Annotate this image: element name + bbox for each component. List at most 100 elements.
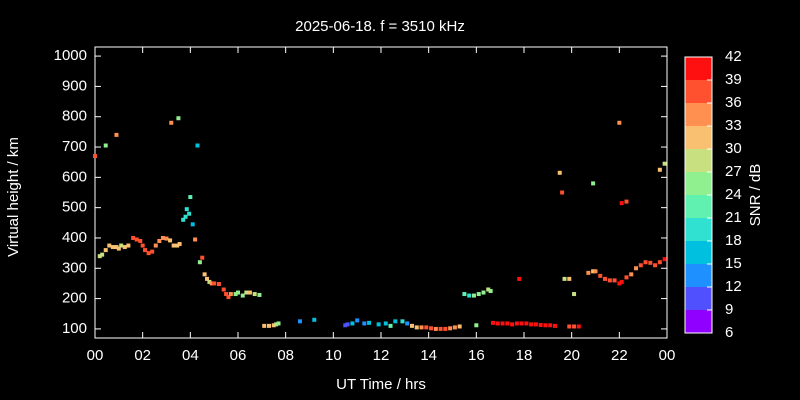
point: [562, 276, 567, 281]
point: [634, 266, 639, 271]
point: [345, 322, 350, 327]
point: [657, 260, 662, 265]
x-tick-label: 06: [230, 347, 247, 364]
point: [624, 275, 629, 280]
point: [153, 243, 158, 248]
x-tick-label: 14: [420, 347, 437, 364]
colorbar-label: SNR / dB: [747, 164, 764, 227]
y-tick-label: 600: [62, 168, 87, 185]
point: [624, 199, 629, 204]
point: [519, 321, 524, 326]
point: [183, 214, 188, 219]
x-tick-label: 20: [563, 347, 580, 364]
point: [424, 325, 429, 330]
point: [200, 255, 205, 260]
point: [247, 290, 252, 295]
point: [266, 323, 271, 328]
point: [393, 319, 398, 324]
point: [228, 292, 233, 297]
point: [617, 120, 622, 125]
point: [414, 325, 419, 330]
point: [157, 239, 162, 243]
point: [168, 238, 173, 243]
point: [205, 276, 210, 281]
point: [500, 321, 505, 326]
point: [362, 321, 367, 326]
point: [471, 293, 476, 298]
point: [383, 321, 388, 326]
point: [221, 287, 226, 292]
point: [429, 326, 434, 331]
colorbar-band: [685, 195, 712, 218]
point: [195, 143, 200, 148]
point: [481, 290, 486, 295]
y-tick-label: 1000: [54, 47, 87, 64]
point: [176, 116, 181, 121]
point: [538, 322, 543, 327]
point: [567, 276, 572, 281]
point: [510, 322, 515, 327]
point: [212, 281, 217, 286]
point: [529, 322, 534, 327]
colorbar-band: [685, 310, 712, 333]
y-tick-label: 500: [62, 199, 87, 216]
y-tick-label: 800: [62, 108, 87, 125]
point: [184, 207, 189, 212]
point: [233, 292, 238, 297]
point: [226, 295, 231, 300]
point: [619, 201, 624, 206]
colorbar-tick-label: 15: [725, 255, 742, 272]
point: [134, 237, 139, 242]
point: [448, 326, 453, 331]
point: [224, 292, 229, 297]
point: [175, 243, 180, 248]
point: [100, 252, 105, 257]
x-tick-label: 08: [277, 347, 294, 364]
point: [376, 322, 381, 327]
point: [488, 289, 493, 294]
point: [438, 326, 443, 331]
x-tick-label: 00: [659, 347, 676, 364]
colorbar-tick-label: 12: [725, 278, 742, 295]
colorbar-tick-label: 36: [725, 94, 742, 111]
point: [505, 321, 510, 326]
point: [350, 321, 355, 326]
point: [400, 319, 405, 324]
point: [146, 251, 151, 256]
colorbar-band: [685, 172, 712, 195]
point: [240, 293, 245, 298]
point: [110, 245, 115, 250]
colorbar-tick-label: 24: [725, 186, 742, 203]
point: [557, 170, 562, 175]
point: [271, 323, 276, 328]
point: [131, 235, 136, 240]
point: [474, 323, 479, 328]
colorbar-tick-label: 6: [725, 324, 733, 341]
point: [257, 292, 262, 297]
point: [495, 321, 500, 326]
point: [202, 272, 207, 277]
point: [638, 263, 643, 268]
point: [103, 143, 108, 148]
point: [197, 260, 202, 265]
point: [276, 321, 281, 326]
point: [586, 270, 591, 275]
point: [236, 290, 240, 295]
point: [662, 257, 667, 262]
point: [343, 323, 348, 328]
point: [216, 282, 221, 287]
x-tick-label: 00: [87, 347, 104, 364]
chart-title: 2025-06-18. f = 3510 kHz: [295, 18, 465, 35]
point: [467, 293, 472, 298]
point: [114, 132, 119, 137]
point: [657, 167, 662, 172]
point: [552, 323, 557, 328]
point: [548, 323, 553, 328]
colorbar-band: [685, 103, 712, 126]
point: [116, 246, 121, 251]
y-axis-label: Virtual height / km: [5, 137, 22, 257]
colorbar-band: [685, 287, 712, 310]
point: [405, 321, 410, 326]
point: [576, 324, 581, 329]
